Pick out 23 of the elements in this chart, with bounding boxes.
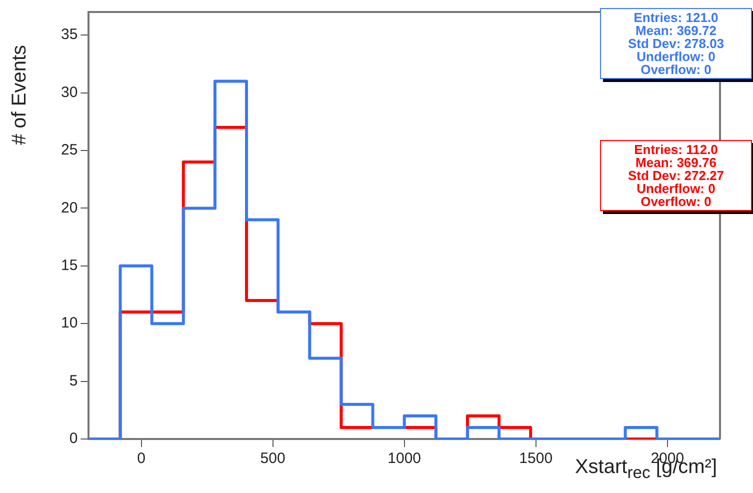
annotation: Mean: 369.76	[634, 155, 718, 170]
y-axis-title: # of Events	[8, 44, 32, 146]
annotation: Underflow: 0	[636, 181, 716, 196]
annotation: Std Dev: 272.27	[626, 168, 726, 183]
y-tick-label: 20	[60, 199, 78, 216]
x-tick-label: 1000	[388, 450, 422, 468]
y-tick-label: 0	[69, 430, 78, 448]
annotation: Overflow: 0	[640, 194, 712, 209]
x-tick-label: 0	[137, 450, 146, 468]
y-tick-label: 25	[60, 142, 78, 159]
x-tick-label: 500	[260, 450, 286, 468]
annotation: Overflow: 0	[640, 62, 712, 77]
annotation: Mean: 369.72	[634, 23, 718, 38]
y-tick-label: 10	[60, 314, 78, 332]
y-tick-label: 30	[60, 84, 78, 101]
annotation: Entries: 121.0	[632, 10, 720, 25]
annotation: Entries: 112.0	[633, 142, 719, 157]
annotation: Underflow: 0	[636, 49, 716, 64]
y-tick-label: 5	[69, 372, 78, 390]
annotation: Std Dev: 278.03	[626, 36, 726, 51]
y-tick-label: 15	[60, 257, 78, 274]
x-tick-label: 1500	[519, 450, 553, 468]
y-tick-label: 35	[60, 26, 78, 44]
